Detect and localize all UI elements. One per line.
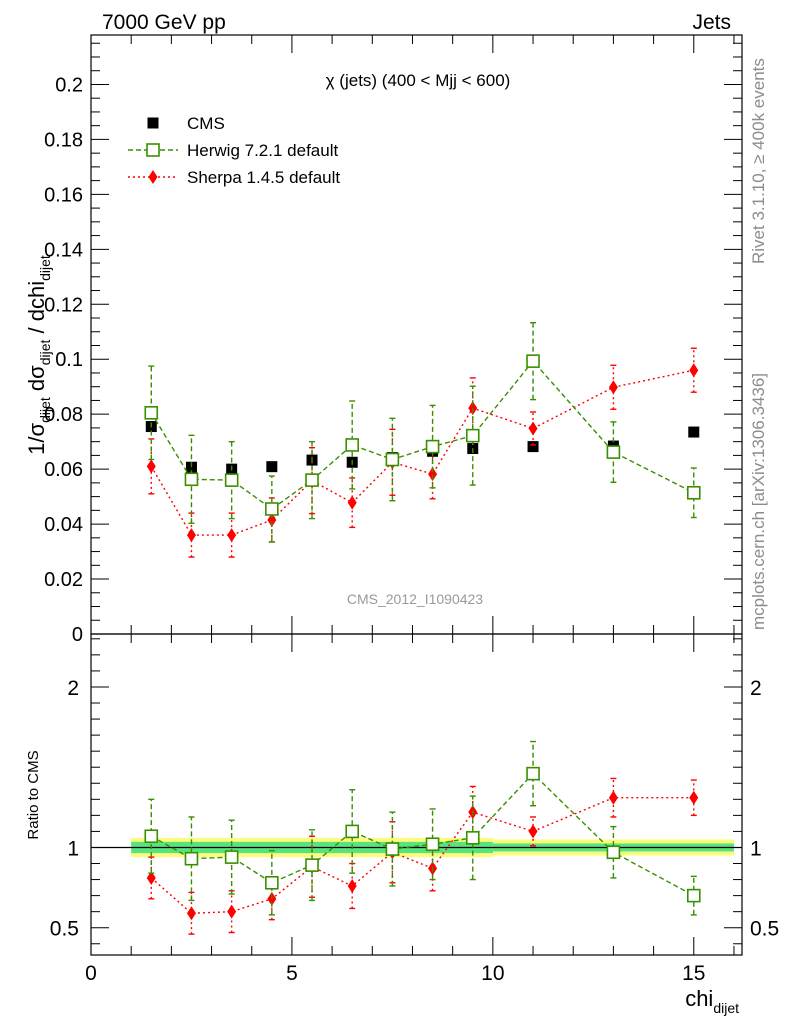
legend-label: Sherpa 1.4.5 default bbox=[187, 168, 340, 187]
x-tick-label: 10 bbox=[481, 962, 504, 985]
sherpa-point bbox=[689, 363, 699, 378]
herwig-ratio-point bbox=[385, 842, 400, 856]
herwig-point bbox=[606, 445, 621, 459]
herwig-ratio-point bbox=[465, 831, 480, 845]
analysis-watermark: CMS_2012_I1090423 bbox=[347, 591, 483, 607]
herwig-point bbox=[345, 438, 360, 452]
herwig-ratio-point bbox=[144, 829, 159, 844]
plot-layer: 0 5 10 15 0 0.02 0.04 0.06 0.08 0.1 0.12 0.14 0.16 0.… bbox=[44, 34, 779, 985]
sherpa-ratio-point bbox=[689, 790, 699, 805]
header-energy-label: 7000 GeV pp bbox=[102, 11, 226, 34]
legend-label: Herwig 7.2.1 default bbox=[187, 141, 338, 160]
x-axis-label: chidijet bbox=[685, 986, 739, 1016]
legend-label: CMS bbox=[187, 114, 225, 133]
svg-text:chidijet: chidijet bbox=[685, 986, 739, 1016]
herwig-point bbox=[305, 473, 319, 487]
header-process-label: Jets bbox=[692, 11, 731, 34]
herwig-point bbox=[526, 354, 540, 368]
herwig-ratio-point bbox=[345, 824, 360, 839]
ratio-y-tick-label-right: 2 bbox=[750, 677, 762, 700]
herwig-ratio-point bbox=[305, 858, 319, 872]
ratio-y-tick-label: 0.5 bbox=[50, 918, 79, 941]
y-tick-label: 0.04 bbox=[44, 514, 83, 536]
herwig-point bbox=[686, 485, 701, 500]
cms-point bbox=[266, 461, 278, 473]
sherpa-point bbox=[146, 459, 156, 474]
herwig-ratio-point bbox=[686, 888, 701, 903]
herwig-ratio-point bbox=[425, 837, 440, 852]
sherpa-ratio-point bbox=[227, 904, 237, 919]
herwig-ratio-line bbox=[150, 772, 695, 897]
herwig-point bbox=[144, 406, 159, 420]
herwig-ratio-series bbox=[144, 740, 701, 916]
mcplots-source-label: mcplots.cern.ch [arXiv:1306.3436] bbox=[749, 372, 768, 630]
x-tick-label: 0 bbox=[85, 962, 97, 985]
legend: CMS Herwig 7.2.1 default Sherpa 1.4.5 defa… bbox=[128, 114, 340, 187]
y-tick-label: 0.18 bbox=[44, 129, 83, 151]
sherpa-point bbox=[227, 528, 237, 543]
x-tick-label: 15 bbox=[682, 962, 705, 985]
herwig-point bbox=[265, 502, 279, 516]
rivet-version-label: Rivet 3.1.10, ≥ 400k events bbox=[749, 58, 768, 264]
herwig-point bbox=[425, 439, 440, 454]
herwig-point bbox=[385, 452, 400, 467]
y-tick-label: 0.1 bbox=[55, 349, 83, 371]
main-y-axis-label: 1/σdijet dσdijet / dchidijet bbox=[24, 255, 53, 455]
herwig-ratio-point bbox=[606, 845, 621, 860]
y-tick-label: 0.14 bbox=[44, 239, 83, 261]
sherpa-ratio-point bbox=[608, 790, 618, 805]
y-tick-label: 0.06 bbox=[44, 459, 83, 481]
sherpa-ratio-point bbox=[146, 870, 156, 885]
y-tick-label: 0.02 bbox=[44, 569, 83, 591]
herwig-point bbox=[224, 473, 239, 487]
y-tick-label: 0.2 bbox=[55, 74, 83, 96]
herwig-point bbox=[184, 472, 199, 487]
svg-text:1/σdijet dσdijet / dchidijet: 1/σdijet dσdijet / dchidijet bbox=[24, 255, 53, 455]
herwig-ratio-point bbox=[265, 875, 279, 890]
legend-sherpa-marker bbox=[148, 170, 158, 184]
ratio-y-tick-label: 2 bbox=[67, 677, 79, 700]
ratio-y-tick-label-right: 0.5 bbox=[750, 918, 779, 941]
sherpa-ratio-point bbox=[528, 824, 538, 839]
legend-cms-marker bbox=[147, 117, 159, 129]
sherpa-point bbox=[267, 512, 277, 527]
herwig-line bbox=[150, 360, 695, 510]
cms-point bbox=[527, 441, 539, 453]
cms-point bbox=[688, 426, 700, 438]
ratio-plot-frame bbox=[90, 633, 743, 956]
legend-herwig-marker bbox=[146, 143, 160, 157]
x-tick-label: 5 bbox=[286, 962, 298, 985]
ratio-y-tick-label-right: 1 bbox=[750, 837, 762, 860]
ratio-y-tick-label: 1 bbox=[67, 837, 79, 860]
herwig-point bbox=[465, 428, 480, 443]
sherpa-point bbox=[608, 380, 618, 395]
y-tick-label: 0.16 bbox=[44, 184, 83, 206]
plot-title: χ (jets) (400 < Mjj < 600) bbox=[326, 71, 511, 90]
sherpa-point bbox=[528, 421, 538, 436]
herwig-ratio-point bbox=[526, 766, 540, 781]
ratio-y-axis-label-text: Ratio to CMS bbox=[25, 750, 42, 839]
herwig-series bbox=[144, 321, 701, 543]
sherpa-ratio-point bbox=[186, 906, 196, 921]
y-tick-label: 0.08 bbox=[44, 404, 83, 426]
herwig-ratio-point bbox=[184, 851, 199, 866]
sherpa-point bbox=[347, 495, 357, 510]
y-tick-label: 0.12 bbox=[44, 294, 83, 316]
y-tick-label: 0 bbox=[72, 624, 83, 646]
ratio-y-axis-label: Ratio to CMS bbox=[25, 750, 42, 839]
herwig-ratio-point bbox=[224, 850, 239, 864]
sherpa-point bbox=[186, 528, 196, 543]
sherpa-ratio-point bbox=[347, 878, 357, 893]
sherpa-point bbox=[428, 467, 438, 482]
